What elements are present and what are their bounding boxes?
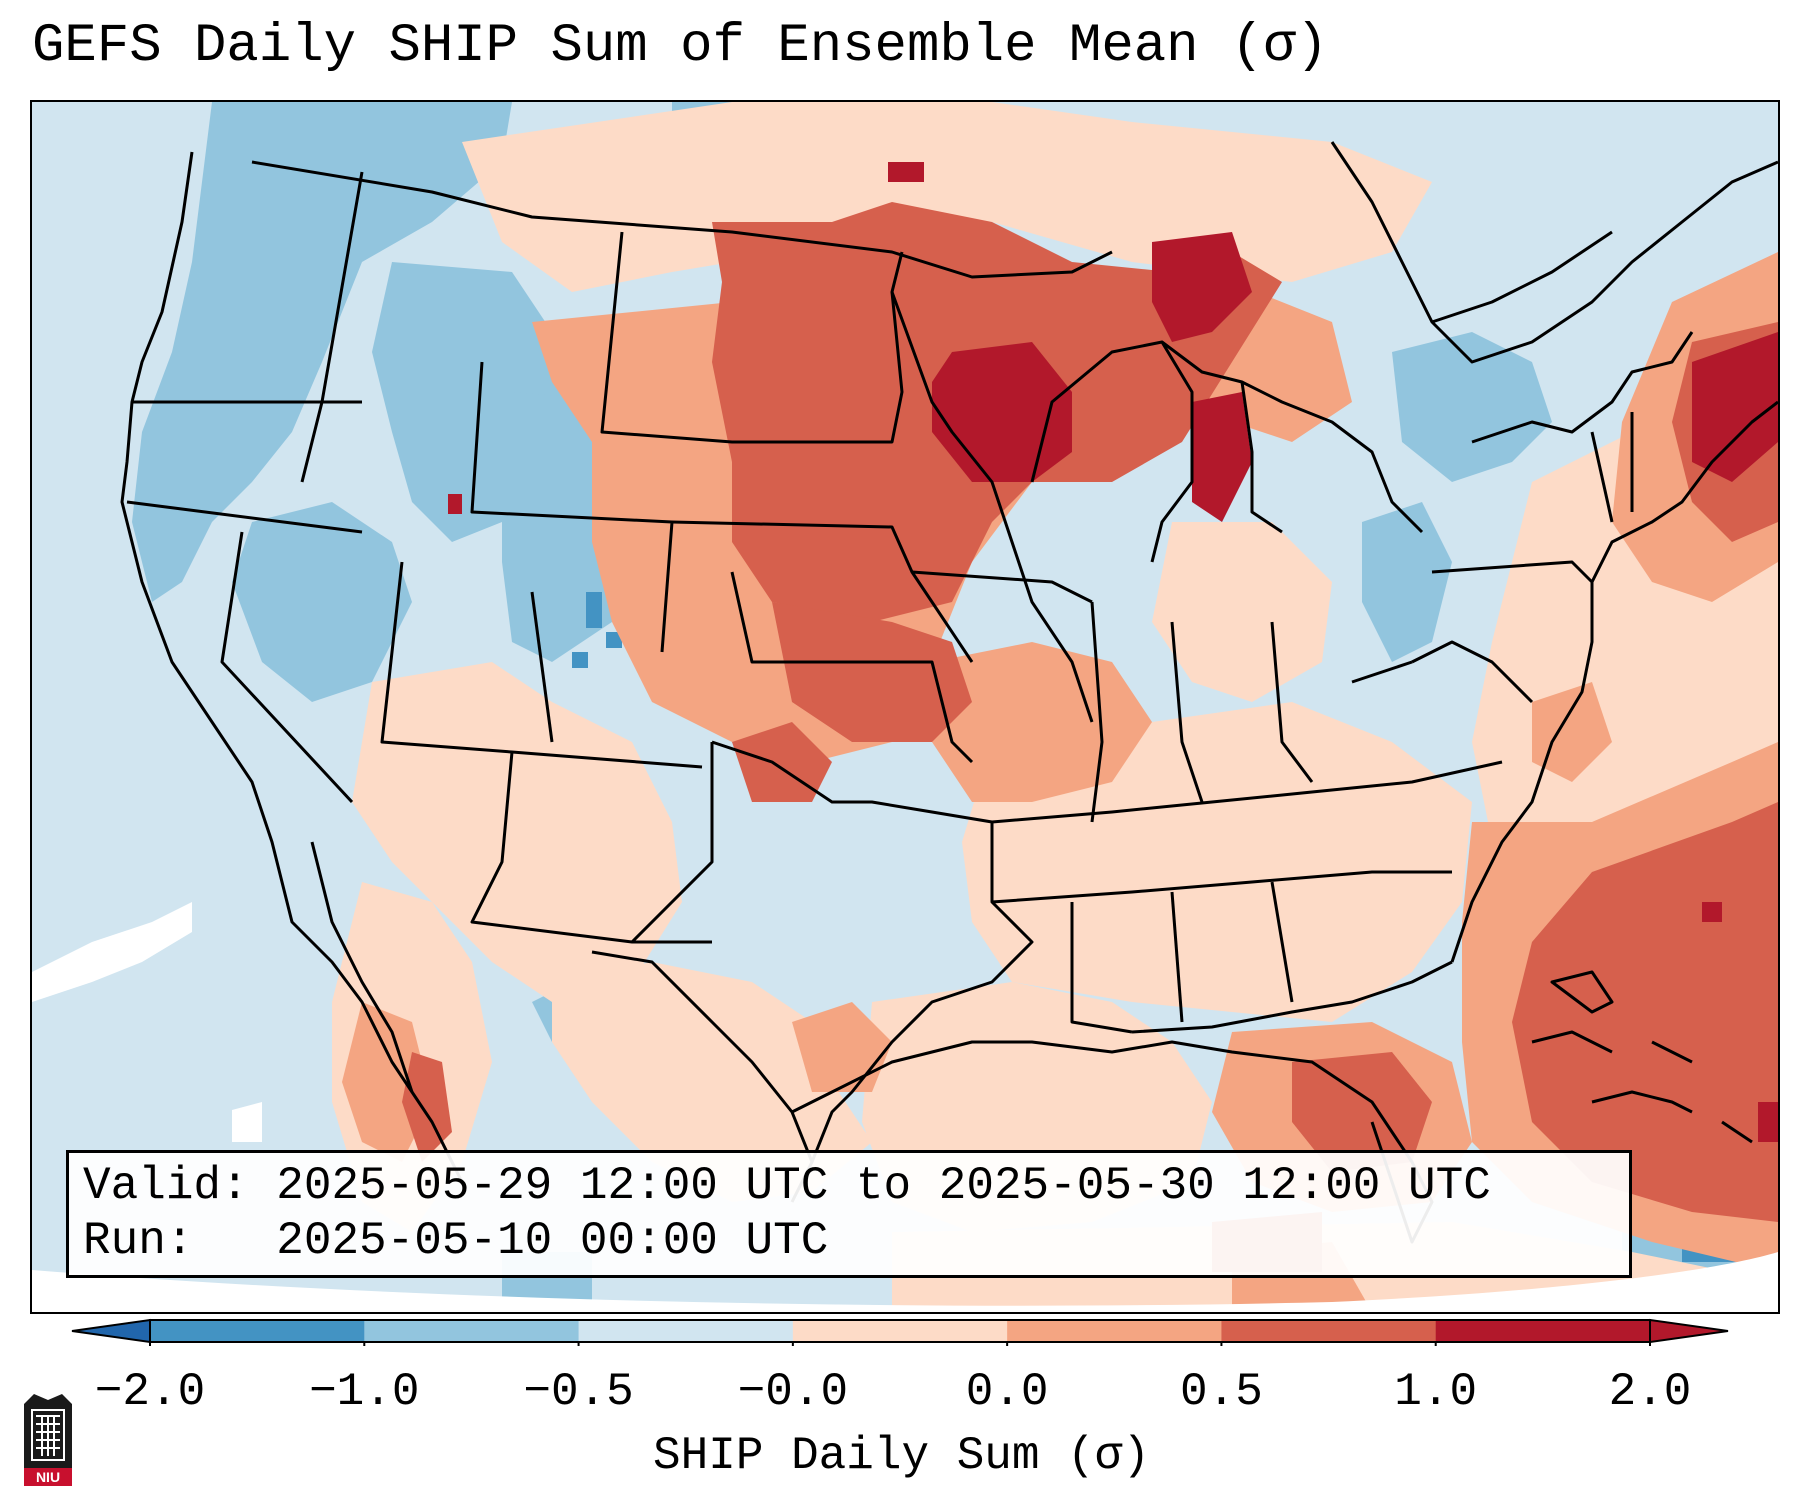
colorbar-tick-label: −2.0	[94, 1366, 206, 1418]
logo-text: NIU	[36, 1469, 60, 1485]
run-time-line: Run: 2025-05-10 00:00 UTC	[83, 1215, 829, 1267]
colorbar-segment	[364, 1320, 580, 1342]
colorbar-tick-label: −0.0	[737, 1366, 849, 1418]
ship-anomaly-map	[32, 102, 1778, 1312]
colorbar-tick-label: 0.0	[965, 1366, 1049, 1418]
colorbar-segment	[1435, 1320, 1651, 1342]
valid-time-line: Valid: 2025-05-29 12:00 UTC to 2025-05-3…	[83, 1160, 1491, 1212]
colorbar-segment	[1221, 1320, 1437, 1342]
colorbar-segments	[150, 1320, 1651, 1342]
colorbar-tick-label: 2.0	[1608, 1366, 1692, 1418]
map-panel	[30, 100, 1780, 1314]
negative-anomaly-regions	[132, 102, 1752, 1312]
valid-run-info-box: Valid: 2025-05-29 12:00 UTC to 2025-05-3…	[66, 1150, 1632, 1278]
colorbar-segment	[792, 1320, 1008, 1342]
colorbar-extend-low	[71, 1318, 151, 1344]
colorbar-segment	[150, 1320, 365, 1342]
colorbar	[71, 1318, 1729, 1346]
colorbar-segment	[578, 1320, 794, 1342]
colorbar-tick-label: −1.0	[309, 1366, 420, 1418]
map-title: GEFS Daily SHIP Sum of Ensemble Mean (σ)	[32, 16, 1329, 77]
extreme-positive-cores	[448, 162, 1778, 1142]
outside-domain	[32, 902, 1778, 1312]
state-and-coast-lines	[120, 141, 1778, 1244]
colorbar-tick-label: 1.0	[1394, 1366, 1478, 1418]
niu-logo: NIU	[24, 1394, 72, 1486]
colorbar-tick-label: 0.5	[1180, 1366, 1263, 1418]
colorbar-tick-label: −0.5	[523, 1366, 634, 1418]
colorbar-segment	[1007, 1320, 1222, 1342]
colorbar-extend-high	[1649, 1318, 1729, 1344]
colorbar-label: SHIP Daily Sum (σ)	[653, 1430, 1150, 1482]
